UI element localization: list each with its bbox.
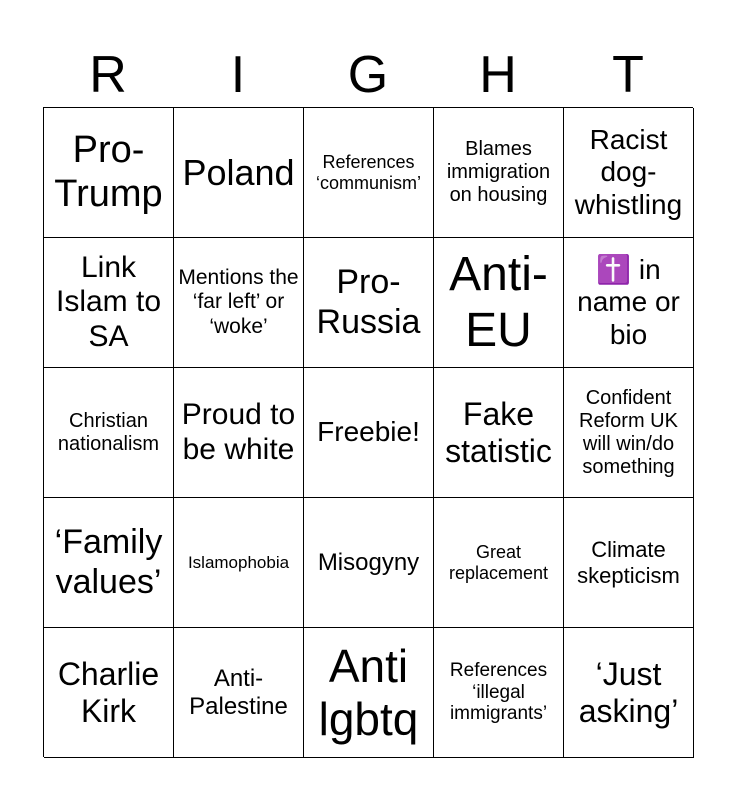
bingo-grid: Pro-Trump Poland References ‘communism’ Bla…: [43, 107, 694, 758]
bingo-cell: ‘Family values’: [44, 498, 174, 628]
bingo-cell: Poland: [174, 108, 304, 238]
bingo-cell: Christian nationalism: [44, 368, 174, 498]
bingo-cell: Fake statistic: [434, 368, 564, 498]
header-letter: R: [89, 46, 127, 104]
bingo-cell: Anti-Palestine: [174, 628, 304, 758]
bingo-cell: Proud to be white: [174, 368, 304, 498]
header-letter: I: [230, 46, 246, 104]
bingo-cell: Climate skepticism: [564, 498, 694, 628]
header-letter: G: [347, 46, 389, 104]
bingo-cell: ✝️ in name or bio: [564, 238, 694, 368]
bingo-cell: Confident Reform UK will win/do somethin…: [564, 368, 694, 498]
bingo-cell: Great replacement: [434, 498, 564, 628]
bingo-cell: Mentions the ‘far left’ or ‘woke’: [174, 238, 304, 368]
bingo-cell: Pro-Russia: [304, 238, 434, 368]
bingo-cell: References ‘communism’: [304, 108, 434, 238]
bingo-cell: Link Islam to SA: [44, 238, 174, 368]
bingo-cell: References ‘illegal immigrants’: [434, 628, 564, 758]
bingo-cell: Islamophobia: [174, 498, 304, 628]
header-letter: H: [479, 46, 517, 104]
bingo-cell: ‘Just asking’: [564, 628, 694, 758]
bingo-cell: Racist dog-whistling: [564, 108, 694, 238]
header-letter: T: [612, 46, 644, 104]
bingo-cell: Misogyny: [304, 498, 434, 628]
bingo-cell: Anti-EU: [434, 238, 564, 368]
bingo-cell: Freebie!: [304, 368, 434, 498]
bingo-cell: Charlie Kirk: [44, 628, 174, 758]
bingo-cell: Pro-Trump: [44, 108, 174, 238]
bingo-cell: Blames immigration on housing: [434, 108, 564, 238]
bingo-cell: Anti lgbtq: [304, 628, 434, 758]
